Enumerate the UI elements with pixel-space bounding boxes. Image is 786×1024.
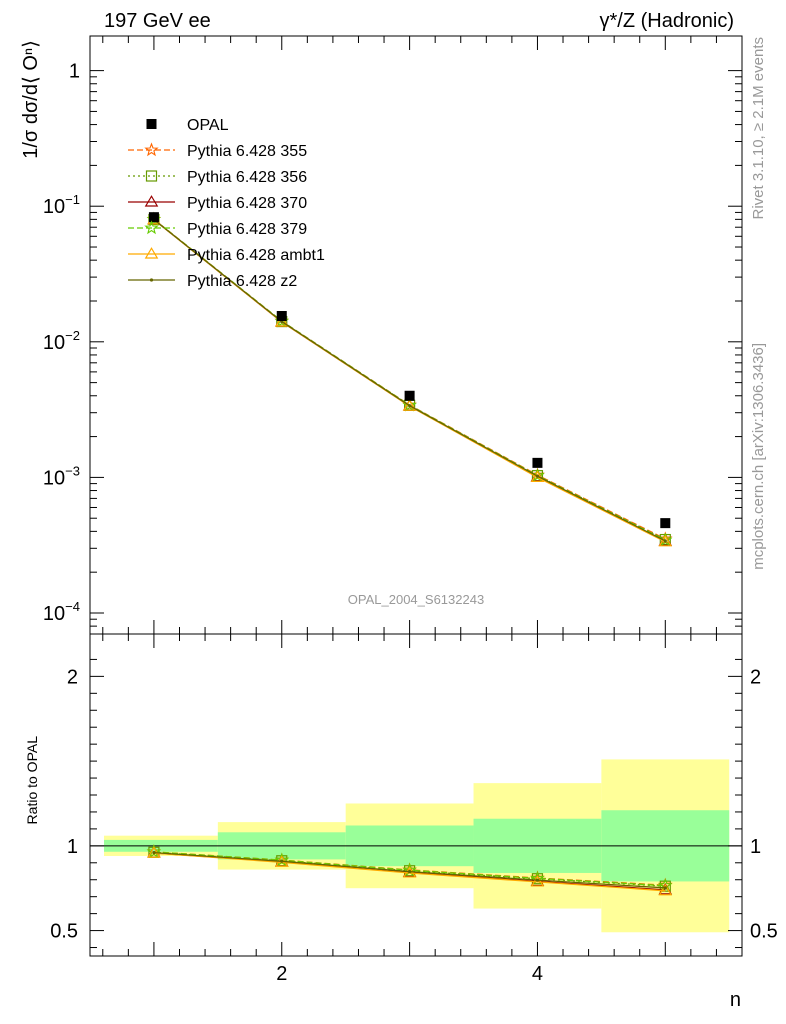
side-label-top: Rivet 3.1.10, ≥ 2.1M events	[750, 37, 767, 220]
bottom-plot-frame	[89, 633, 743, 957]
top-y-tick-label: 10−2	[43, 328, 80, 354]
top-series-point	[658, 534, 673, 547]
legend-entry: Pythia 6.428 379	[128, 220, 307, 238]
watermark: OPAL_2004_S6132243	[348, 592, 484, 607]
top-y-tick-label: 10−1	[43, 192, 80, 218]
bottom-y-tick-label: 0.5	[50, 921, 78, 943]
data-point-opal	[148, 212, 159, 223]
bottom-y-axis-label: Ratio to OPAL	[24, 736, 40, 825]
ratio-series-point	[146, 844, 162, 859]
top-series-z2	[152, 218, 667, 543]
legend-label: Pythia 6.428 355	[187, 143, 307, 160]
data-point-opal	[532, 457, 543, 468]
ratio-series-point	[663, 886, 667, 890]
ratio-series-point	[535, 878, 540, 882]
top-y-tick-label: 1	[69, 61, 80, 83]
bottom-x-axis-label: n	[730, 989, 741, 1011]
header-right: γ*/Z (Hadronic)	[600, 10, 734, 32]
legend-marker	[144, 220, 159, 235]
legend-marker	[144, 195, 159, 207]
legend-entry: Pythia 6.428 ambt1	[128, 247, 325, 264]
top-series-line	[153, 219, 666, 543]
legend-marker	[144, 247, 159, 259]
bottom-y-tick-label-right: 2	[750, 666, 761, 688]
top-series-line	[153, 218, 666, 540]
legend-marker	[145, 170, 158, 182]
top-y-tick-label: 10−3	[43, 463, 80, 489]
legend-entry: OPAL	[146, 117, 229, 134]
ratio-series-point	[530, 875, 545, 887]
top-series-line	[153, 219, 666, 542]
side-label-bottom: mcplots.cern.ch [arXiv:1306.3436]	[750, 343, 767, 570]
bottom-x-tick-label: 4	[532, 963, 543, 985]
legend: OPAL Pythia 6.428 355 Pythia 6.428 356 Pyth…	[128, 117, 325, 290]
top-series-point	[530, 470, 545, 483]
top-series-line	[153, 218, 666, 541]
bottom-y-tick-label: 1	[67, 836, 78, 858]
bottom-x-tick-label: 2	[276, 963, 287, 985]
legend-entry: Pythia 6.428 z2	[128, 273, 297, 290]
legend-marker	[144, 142, 159, 157]
header-left: 197 GeV ee	[104, 10, 211, 32]
bottom-panel: 2 2 1 1 0.5 0.5 2 4 Ratio to OPAL n	[24, 633, 778, 1011]
bottom-y-tick-label-right: 0.5	[750, 921, 778, 943]
bottom-y-tick-label: 2	[67, 666, 78, 688]
legend-entry: Pythia 6.428 370	[128, 195, 307, 212]
top-series-point	[663, 539, 667, 543]
top-series-opal	[148, 212, 671, 529]
top-panel: 1 10−1 10−2 10−3 10−4 OPAL_2004_S6132243 1/σ…	[20, 35, 743, 635]
legend-label: Pythia 6.428 356	[187, 169, 307, 186]
data-point-opal	[276, 310, 287, 321]
ratio-series-point	[280, 859, 284, 863]
ratio-series-point	[658, 883, 673, 896]
legend-entry: Pythia 6.428 356	[128, 169, 307, 186]
data-point-opal	[660, 518, 671, 529]
legend-entry: Pythia 6.428 355	[128, 142, 307, 160]
legend-label: OPAL	[187, 117, 229, 134]
legend-label: Pythia 6.428 370	[187, 195, 307, 212]
top-series-line	[153, 219, 666, 542]
top-series-point	[408, 404, 412, 408]
legend-marker	[149, 278, 154, 282]
legend-label: Pythia 6.428 379	[187, 221, 307, 238]
legend-marker	[146, 119, 157, 129]
ratio-series-point	[152, 851, 156, 855]
bottom-y-tick-label-right: 1	[750, 836, 761, 858]
top-y-axis-label: 1/σ dσ/d⟨ Oⁿ⟩	[20, 40, 42, 159]
ratio-series-z2	[152, 851, 667, 890]
top-series-point	[535, 474, 540, 478]
ratio-series-point	[408, 870, 412, 874]
top-y-tick-label: 10−4	[43, 599, 80, 625]
top-series-point	[274, 315, 289, 327]
legend-label: Pythia 6.428 ambt1	[187, 247, 325, 264]
legend-label: Pythia 6.428 z2	[187, 273, 297, 290]
top-series-s356	[148, 213, 671, 546]
data-point-opal	[404, 390, 415, 401]
top-series-line	[153, 218, 666, 541]
top-series-point	[402, 399, 417, 411]
